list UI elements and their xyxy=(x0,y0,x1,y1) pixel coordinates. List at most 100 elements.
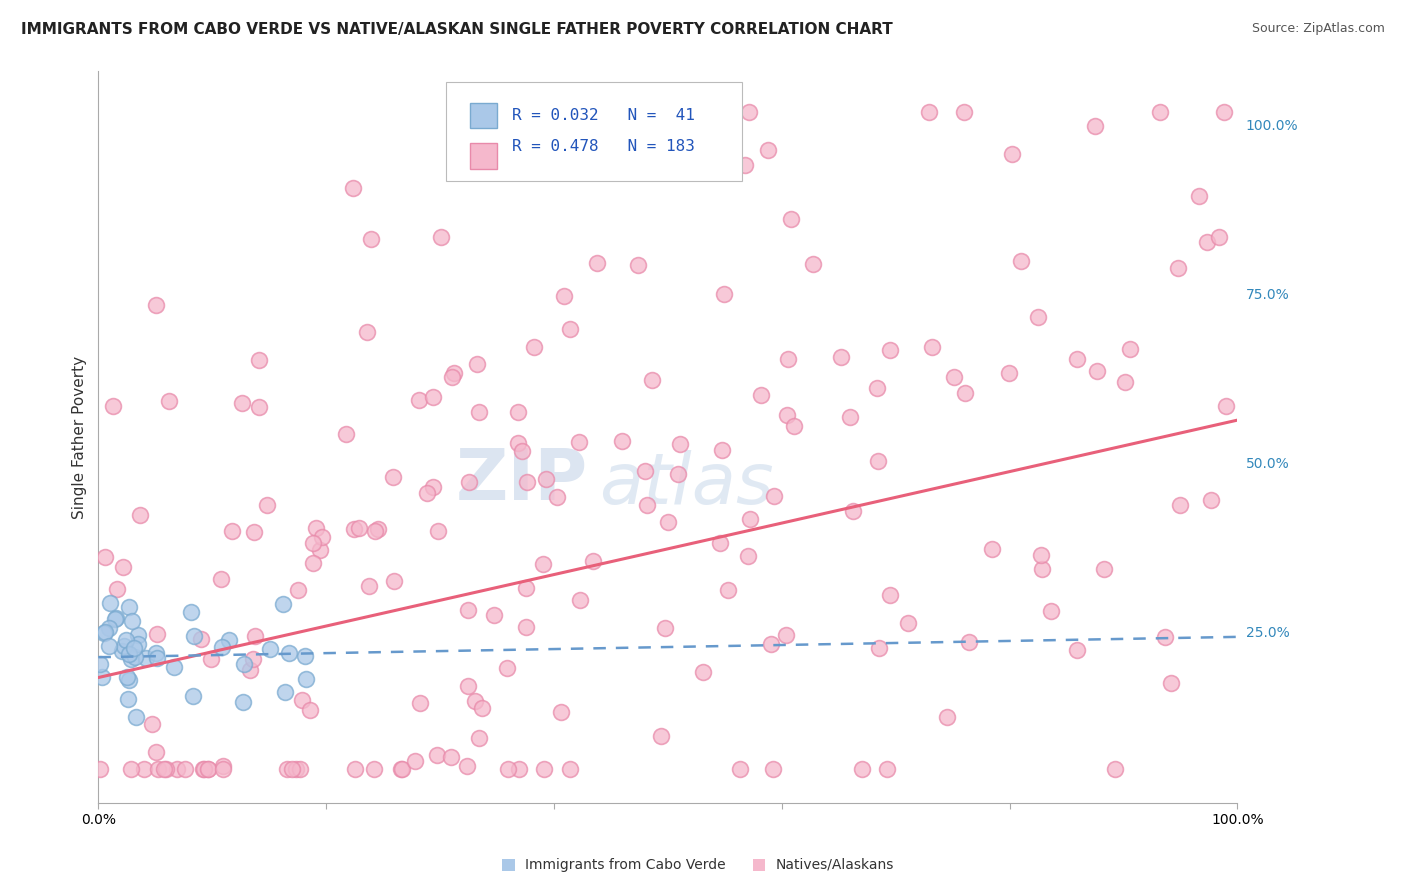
Point xyxy=(1208,229,1230,244)
Point xyxy=(464,694,486,708)
Text: IMMIGRANTS FROM CABO VERDE VS NATIVE/ALASKAN SINGLE FATHER POVERTY CORRELATION C: IMMIGRANTS FROM CABO VERDE VS NATIVE/ALA… xyxy=(21,22,893,37)
Point xyxy=(709,536,731,550)
Point xyxy=(669,437,692,451)
Point xyxy=(471,700,494,714)
Point xyxy=(921,340,943,354)
Point xyxy=(1066,351,1088,366)
Point xyxy=(422,390,444,404)
Point xyxy=(546,491,568,505)
Point xyxy=(780,212,803,227)
Point xyxy=(111,644,134,658)
Point xyxy=(389,762,412,776)
Point xyxy=(305,521,328,535)
Point xyxy=(1160,676,1182,690)
Point xyxy=(360,232,382,246)
Point xyxy=(740,512,762,526)
Point xyxy=(942,369,965,384)
Point xyxy=(533,762,555,776)
Text: atlas: atlas xyxy=(599,450,775,519)
Point xyxy=(404,754,426,768)
Point xyxy=(1168,498,1191,512)
Point xyxy=(775,628,797,642)
Point xyxy=(232,695,254,709)
Point xyxy=(523,340,546,354)
Point xyxy=(440,750,463,764)
Point xyxy=(612,434,634,449)
Point xyxy=(1213,105,1236,120)
Point xyxy=(748,854,770,868)
Point xyxy=(457,679,479,693)
Point xyxy=(1040,604,1063,618)
Point xyxy=(468,731,491,745)
Point xyxy=(496,762,519,776)
Point xyxy=(515,620,537,634)
Point xyxy=(465,357,488,371)
Point xyxy=(239,663,262,677)
Point xyxy=(89,762,111,776)
Point xyxy=(190,632,212,647)
Text: 25.0%: 25.0% xyxy=(1246,626,1289,640)
Point xyxy=(728,762,751,776)
Text: ZIP: ZIP xyxy=(456,447,588,516)
Point xyxy=(163,660,186,674)
Point xyxy=(197,762,219,776)
Point xyxy=(776,409,799,423)
Point xyxy=(876,762,898,776)
Point xyxy=(717,582,740,597)
Point xyxy=(174,762,197,776)
Point xyxy=(654,621,676,635)
Point xyxy=(259,642,281,657)
Point xyxy=(287,583,309,598)
Point xyxy=(955,385,977,400)
Point xyxy=(1167,261,1189,276)
Point xyxy=(111,559,134,574)
Point xyxy=(115,632,138,647)
Point xyxy=(1092,562,1115,576)
Point xyxy=(117,692,139,706)
Point xyxy=(641,373,664,387)
Point xyxy=(278,646,301,660)
Point xyxy=(568,435,591,450)
Point xyxy=(124,710,146,724)
Point xyxy=(936,710,959,724)
Point xyxy=(866,454,889,468)
Point xyxy=(155,762,177,776)
Point xyxy=(364,524,387,538)
Point xyxy=(191,762,214,776)
Point xyxy=(291,693,314,707)
Point xyxy=(737,105,759,120)
Point xyxy=(212,762,235,776)
Point xyxy=(713,287,735,301)
Point xyxy=(127,627,149,641)
Point xyxy=(94,624,117,639)
Point xyxy=(896,615,918,630)
Point xyxy=(427,524,450,538)
Point xyxy=(243,629,266,643)
Point xyxy=(801,257,824,271)
Point xyxy=(879,589,901,603)
Point xyxy=(103,400,125,414)
Point xyxy=(146,627,169,641)
Point xyxy=(558,321,581,335)
Point xyxy=(120,762,142,776)
Point xyxy=(209,572,232,586)
Point xyxy=(128,508,150,523)
Point xyxy=(281,762,304,776)
Point xyxy=(1114,375,1136,389)
Point xyxy=(256,499,278,513)
Point xyxy=(1149,105,1171,120)
Point xyxy=(650,730,672,744)
Point xyxy=(776,352,799,367)
Point xyxy=(550,705,572,719)
Text: 50.0%: 50.0% xyxy=(1246,458,1289,471)
Point xyxy=(762,762,785,776)
Point xyxy=(1085,364,1108,378)
Point xyxy=(221,524,243,538)
Point xyxy=(200,652,222,666)
Point xyxy=(146,762,169,776)
Point xyxy=(515,581,537,595)
Point xyxy=(367,522,389,536)
FancyBboxPatch shape xyxy=(470,103,498,128)
Point xyxy=(121,614,143,628)
Point xyxy=(1199,493,1222,508)
